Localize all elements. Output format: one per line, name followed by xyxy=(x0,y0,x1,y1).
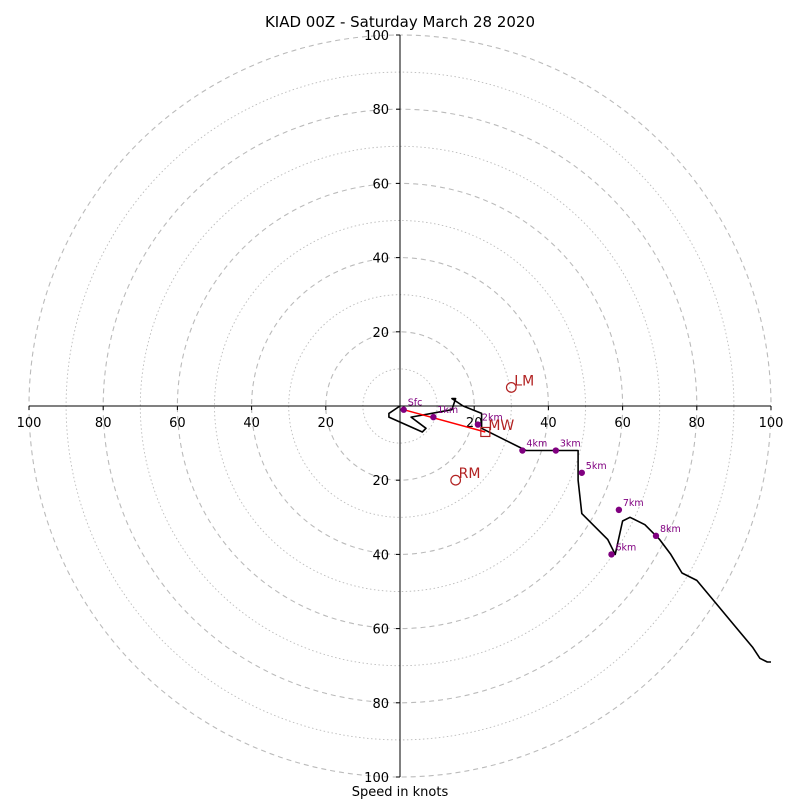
storm-motion-circle xyxy=(450,474,462,486)
y-tick-label: 60 xyxy=(372,177,389,192)
height-marker-label: 8km xyxy=(660,524,681,535)
x-tick-label: 20 xyxy=(318,416,335,431)
x-tick-label: 100 xyxy=(17,416,42,431)
x-tick-label: 80 xyxy=(689,416,706,431)
x-tick-label: 60 xyxy=(169,416,186,431)
height-marker-point xyxy=(400,406,407,413)
chart-title: KIAD 00Z - Saturday March 28 2020 xyxy=(265,13,535,31)
height-marker-label: Sfc xyxy=(408,398,423,409)
height-marker-point xyxy=(652,532,660,540)
height-marker-label: 4km xyxy=(526,439,547,450)
y-tick-label: 40 xyxy=(372,548,389,563)
storm-motion-label: RM xyxy=(459,466,481,482)
height-marker-point xyxy=(615,506,623,514)
y-tick-label: 20 xyxy=(372,326,389,341)
height-marker-label: 2km xyxy=(482,413,503,424)
height-marker-label: 5km xyxy=(586,461,607,472)
height-marker-label: 6km xyxy=(615,542,636,553)
y-tick-label: 20 xyxy=(372,474,389,489)
hodograph-line xyxy=(388,397,771,663)
x-axis-label: Speed in knots xyxy=(352,785,449,800)
height-marker-point xyxy=(474,421,482,428)
height-marker-point xyxy=(552,447,560,454)
storm-motion-label: LM xyxy=(514,373,534,389)
x-tick-label: 100 xyxy=(759,416,784,431)
y-tick-label: 60 xyxy=(372,623,389,638)
x-tick-label: 40 xyxy=(243,416,260,431)
height-marker-label: 3km xyxy=(560,439,581,450)
height-markers: Sfc 1km 2km 3km 4km 5km 6km 7km 8km xyxy=(400,398,681,558)
x-tick-label: 80 xyxy=(95,416,112,431)
height-marker-label: 1km xyxy=(437,405,458,416)
height-marker-label: 7km xyxy=(623,498,644,509)
y-tick-label: 80 xyxy=(372,103,389,118)
mean-wind-line xyxy=(403,408,486,433)
x-tick-label: 40 xyxy=(540,416,557,431)
storm-motion-markers: LM RM MW xyxy=(450,373,534,486)
height-marker-point xyxy=(578,469,585,476)
axis-tick-labels: 1001008080606040402020202040406060808010… xyxy=(17,29,784,786)
y-tick-label: 40 xyxy=(372,252,389,267)
height-marker-point xyxy=(608,551,615,558)
hodograph-trace xyxy=(388,397,771,663)
mean-wind-vector xyxy=(403,408,486,433)
y-tick-label: 80 xyxy=(372,697,389,712)
y-tick-label: 100 xyxy=(364,29,389,44)
storm-motion-circle xyxy=(505,382,517,393)
height-marker-point xyxy=(519,447,526,454)
y-tick-label: 100 xyxy=(364,771,389,786)
height-marker-point xyxy=(430,413,437,421)
storm-motion-square xyxy=(480,426,491,438)
storm-motion-label: MW xyxy=(488,418,514,434)
x-tick-label: 60 xyxy=(614,416,631,431)
